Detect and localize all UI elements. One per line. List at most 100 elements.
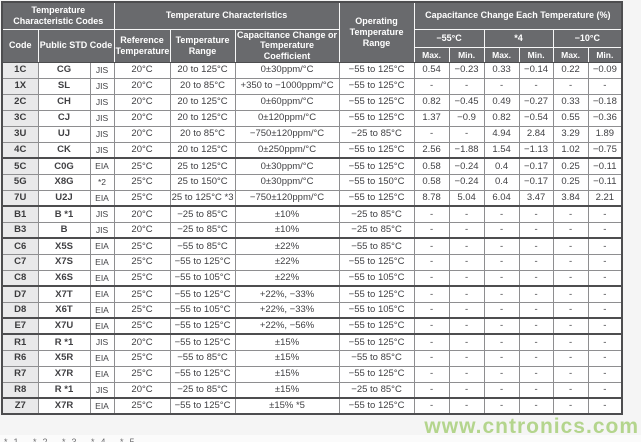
cell-std-org: JIS [89,77,115,95]
header-max-2: Max. [483,46,520,63]
table-row: 3U UJ JIS 20°C 20 to 85°C −750±120ppm/°C −25 t… [1,125,623,143]
cell-m10-min: - [587,397,623,415]
cell-ref-temp: 25°C [113,317,171,336]
table-row: 7U U2J EIA 25°C 25 to 125°C *3 −750±120ppm/°C… [1,189,623,208]
cell-s4-min: - [518,397,554,415]
cell-std-org: JIS [89,333,115,351]
cell-s4-max: 6.04 [483,189,520,208]
cell-op-range: −55 to 125°C [338,317,415,336]
cell-op-range: −55 to 125°C [338,157,415,175]
cell-m10-min: - [587,253,623,271]
cell-temp-range: 20 to 125°C [169,109,236,127]
cell-m55-max: - [413,333,450,351]
cell-m55-max: - [413,317,450,336]
cell-s4-min: −0.17 [518,157,554,175]
cell-ref-temp: 20°C [113,77,171,95]
cell-s4-max: - [483,349,520,367]
cell-ref-temp: 20°C [113,205,171,223]
cell-code: D7 [1,285,39,303]
cell-m10-min: - [587,285,623,303]
cell-public-std: R *1 [37,333,91,351]
cell-coefficient: +22%, −33% [234,301,340,320]
cell-ref-temp: 20°C [113,109,171,127]
cell-std-org: JIS [89,205,115,223]
header-min-1: Min. [448,46,485,63]
cell-ref-temp: 20°C [113,61,171,79]
table-row: Z7 X7R EIA 25°C −55 to 125°C ±15% *5 −55 to 12… [1,397,623,415]
cell-ref-temp: 20°C [113,381,171,400]
table-row: B1 B *1 JIS 20°C −25 to 85°C ±10% −25 to 85°C -… [1,205,623,223]
cell-public-std: SL [37,77,91,95]
cell-std-org: JIS [89,141,115,160]
cell-temp-range: −55 to 85°C [169,349,236,367]
cell-op-range: −55 to 85°C [338,349,415,367]
cell-s4-min: - [518,333,554,351]
cell-m55-min: - [448,237,485,255]
cell-code: 1X [1,77,39,95]
cell-std-org: *2 [89,173,115,191]
table-row: C8 X6S EIA 25°C −55 to 105°C ±22% −55 to 105°C… [1,269,623,288]
cell-ref-temp: 25°C [113,237,171,255]
cell-temp-range: 20 to 125°C [169,61,236,79]
cell-s4-min: - [518,365,554,383]
cell-coefficient: 0±30ppm/°C [234,157,340,175]
cell-std-org: EIA [89,397,115,415]
cell-public-std: B [37,221,91,240]
cell-m55-min: - [448,397,485,415]
cell-s4-min: - [518,205,554,223]
cell-m10-min: - [587,349,623,367]
cell-public-std: X5S [37,237,91,255]
cell-std-org: JIS [89,93,115,111]
cell-m55-min: - [448,269,485,288]
cell-temp-range: 20 to 125°C [169,93,236,111]
table-row: 2C CH JIS 20°C 20 to 125°C 0±60ppm/°C −55 to 1… [1,93,623,111]
cell-op-range: −55 to 125°C [338,189,415,208]
cell-std-org: EIA [89,285,115,303]
cell-std-org: EIA [89,301,115,320]
cell-m10-min: - [587,77,623,95]
cell-m55-max: - [413,269,450,288]
cell-m10-min: - [587,317,623,336]
cell-public-std: CH [37,93,91,111]
cell-m55-min: - [448,253,485,271]
cell-m55-max: - [413,381,450,400]
cell-m55-min: - [448,333,485,351]
cell-public-std: CK [37,141,91,160]
cell-s4-min: - [518,381,554,400]
cell-std-org: JIS [89,125,115,143]
cell-ref-temp: 25°C [113,349,171,367]
cell-ref-temp: 25°C [113,173,171,191]
cell-m55-max: - [413,349,450,367]
cell-s4-min: - [518,317,554,336]
cell-m10-min: - [587,205,623,223]
cell-public-std: X6T [37,301,91,320]
cell-std-org: JIS [89,381,115,400]
cell-code: R6 [1,349,39,367]
cell-ref-temp: 25°C [113,189,171,208]
cell-coefficient: ±15% [234,349,340,367]
cell-coefficient: 0±120ppm/°C [234,109,340,127]
cell-s4-max: 1.54 [483,141,520,160]
cell-m55-min: - [448,317,485,336]
table-row: R1 R *1 JIS 20°C −55 to 125°C ±15% −55 to 125°… [1,333,623,351]
cell-public-std: X5R [37,349,91,367]
cell-code: C7 [1,253,39,271]
cell-s4-max: 0.33 [483,61,520,79]
cell-m10-max: 3.84 [552,189,589,208]
cell-m10-max: - [552,221,589,240]
cell-ref-temp: 25°C [113,301,171,320]
cell-temp-range: −55 to 125°C [169,365,236,383]
cell-coefficient: ±10% [234,205,340,223]
cell-m55-min: −0.45 [448,93,485,111]
cell-code: R7 [1,365,39,383]
cell-ref-temp: 20°C [113,221,171,240]
cell-m55-min: 5.04 [448,189,485,208]
header-operating-temperature-range: Operating Temperature Range [338,1,415,63]
cell-coefficient: ±15% [234,333,340,351]
cell-m55-min: - [448,205,485,223]
cell-coefficient: ±15% [234,365,340,383]
cell-op-range: −25 to 85°C [338,125,415,143]
cell-temp-range: −55 to 125°C [169,285,236,303]
cell-code: 2C [1,93,39,111]
cell-s4-min: - [518,237,554,255]
